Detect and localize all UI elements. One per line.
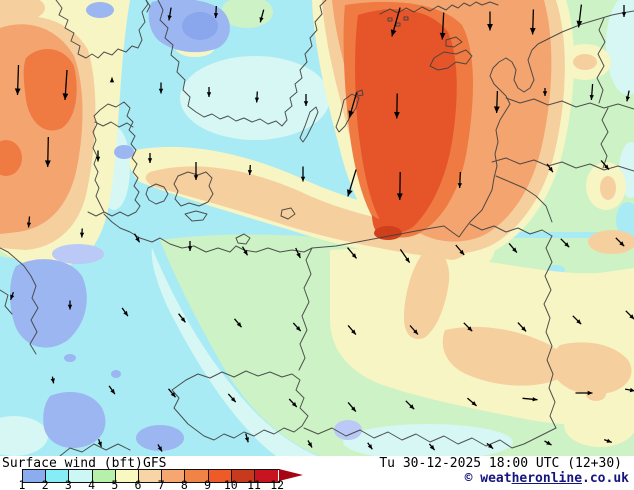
border-nl-de [29,285,39,355]
border-de-at [59,443,131,456]
scale-segment [185,470,209,482]
coast-limfjord [94,121,134,128]
coast-lolland [184,210,208,222]
coast-bornholm [280,207,296,220]
scale-segment [92,470,116,482]
coast-faro [356,89,364,97]
coast-norway [55,0,149,59]
surface-wind-map [0,0,634,456]
scale-segment [115,470,139,482]
scale-label-2: 2 [41,478,49,490]
scale-label-10: 10 [223,478,238,490]
border-dk-de [87,211,105,217]
coast-archipelago [387,16,409,27]
coast-finland [379,1,499,15]
legend-title: Surface wind (bft) [2,456,143,471]
scale-label-12: 12 [270,478,285,490]
scale-label-1: 1 [18,478,26,490]
scale-segment [231,470,255,482]
scale-label-6: 6 [134,478,142,490]
scale-overflow-arrowhead [279,469,303,481]
coast-saaremaa [429,49,473,71]
border-pl-ru [469,223,553,237]
scale-segment [208,470,232,482]
border-ee-ru [596,17,606,104]
scale-segment [254,470,279,482]
coast-netherlands [0,247,37,287]
border-lv-ru [600,107,609,169]
coastlines-and-borders [0,0,634,456]
border-carpathian [303,427,557,449]
border-pl-by [543,235,557,429]
coast-jutland [92,101,141,217]
scale-segment [23,470,47,482]
scale-segment [138,470,163,482]
copyright-underlined: heronline [511,471,583,486]
scale-label-7: 7 [157,478,165,490]
wind-arrows [9,4,634,452]
border-lv-ee [505,97,634,110]
scale-segment [69,470,93,482]
scale-label-11: 11 [247,478,261,490]
border-norway-sweden [145,0,151,13]
scale-label-5: 5 [111,478,119,490]
wind-speed-scale-bar [22,469,280,483]
copyright-label: © weatheronline.co.uk [465,471,629,486]
scale-segment [46,470,70,482]
scale-label-8: 8 [180,478,188,490]
coast-fyn [145,183,169,205]
copyright-suffix: .co.uk [582,471,629,486]
scale-label-9: 9 [204,478,212,490]
coast-rugen [235,233,251,245]
timestamp-label: Tu 30-12-2025 18:00 UTC (12+30) [379,456,622,471]
coast-baltic-south-east [103,10,634,253]
border-oder [298,247,313,371]
border-lt-by [495,175,553,223]
fill-periwinkle-core [182,12,218,40]
scale-label-3: 3 [64,478,72,490]
coast-sweden [157,0,327,127]
border-czech-ring [171,370,309,441]
coast-zealand [173,171,214,207]
coast-oland [299,106,319,143]
border-belgium [0,289,13,315]
coast-hiiumaa [445,36,463,48]
model-label: GFS [143,456,167,471]
scale-segment [162,470,186,482]
copyright-prefix: © weat [464,471,512,486]
scale-label-4: 4 [88,478,96,490]
fill-layer-bft-1-2-light [52,244,362,440]
fill-red-tip-ring [374,226,402,240]
